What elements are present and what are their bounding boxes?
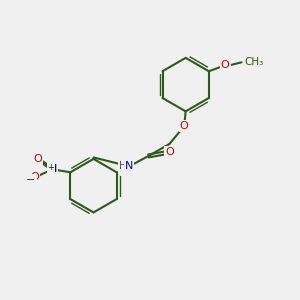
Text: CH₃: CH₃: [244, 57, 264, 67]
Text: O: O: [180, 121, 189, 131]
Text: O: O: [221, 60, 230, 70]
Text: O: O: [33, 154, 42, 164]
Text: O: O: [30, 172, 39, 182]
Text: −: −: [26, 175, 35, 185]
Text: O: O: [166, 147, 174, 158]
Text: N: N: [125, 161, 134, 171]
Text: N: N: [48, 164, 57, 174]
Text: +: +: [48, 163, 55, 172]
Text: H: H: [119, 161, 127, 171]
